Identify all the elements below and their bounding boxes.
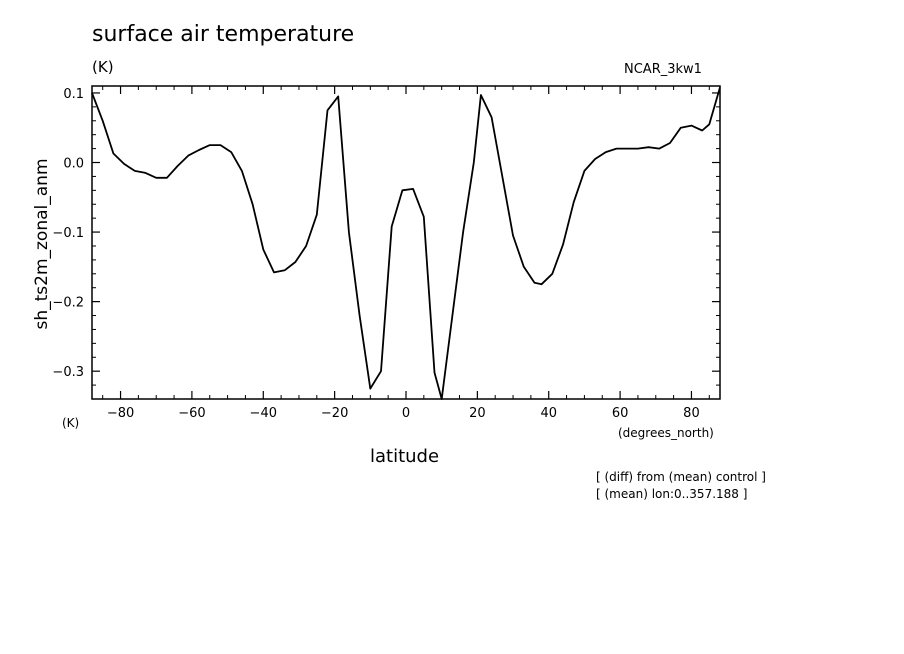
y-tick-label: −0.3 xyxy=(52,365,84,380)
units-label-top: (K) xyxy=(92,58,114,76)
series-line xyxy=(91,87,721,400)
x-tick-label: 20 xyxy=(469,406,486,421)
x-tick-label: 0 xyxy=(402,406,410,421)
chart-title: surface air temperature xyxy=(92,22,355,47)
x-tick-label: 80 xyxy=(683,406,700,421)
note-diff: [ (diff) from (mean) control ] xyxy=(596,470,766,484)
x-tick-label: −80 xyxy=(107,406,134,421)
y-units-label: (K) xyxy=(62,416,80,430)
y-tick-label: 0.1 xyxy=(63,87,84,102)
y-tick-label: −0.2 xyxy=(52,296,84,311)
x-tick-label: −60 xyxy=(178,406,205,421)
x-tick-label: 40 xyxy=(540,406,557,421)
x-units-label: (degrees_north) xyxy=(618,426,714,440)
note-mean: [ (mean) lon:0..357.188 ] xyxy=(596,487,748,501)
x-tick-label: 60 xyxy=(612,406,629,421)
y-tick-label: 0.0 xyxy=(63,157,84,172)
model-label: NCAR_3kw1 xyxy=(624,62,702,77)
x-axis-label: latitude xyxy=(370,446,440,467)
x-tick-label: −40 xyxy=(250,406,277,421)
plot-frame xyxy=(91,85,721,400)
x-tick-label: −20 xyxy=(321,406,348,421)
y-tick-label: −0.1 xyxy=(52,226,84,241)
